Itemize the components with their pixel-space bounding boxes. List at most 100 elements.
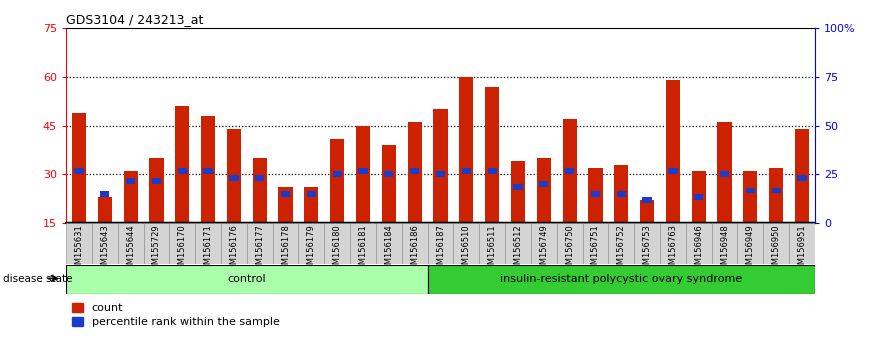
Bar xyxy=(178,168,187,174)
Text: insulin-resistant polycystic ovary syndrome: insulin-resistant polycystic ovary syndr… xyxy=(500,274,743,284)
Bar xyxy=(795,129,809,223)
Bar xyxy=(589,168,603,223)
Bar xyxy=(720,171,729,177)
Bar xyxy=(229,175,239,181)
Bar xyxy=(381,145,396,223)
Bar xyxy=(123,171,137,223)
Bar xyxy=(384,171,394,177)
Bar xyxy=(459,77,473,223)
Text: GSM155631: GSM155631 xyxy=(75,224,84,275)
Bar xyxy=(118,223,144,264)
Bar xyxy=(175,106,189,223)
Bar xyxy=(226,129,241,223)
Bar xyxy=(278,187,292,223)
Bar xyxy=(92,223,118,264)
Bar xyxy=(253,158,267,223)
Bar xyxy=(150,158,164,223)
Bar xyxy=(74,168,84,174)
Bar xyxy=(511,161,525,223)
Bar xyxy=(669,168,677,174)
Bar xyxy=(537,158,551,223)
Bar xyxy=(485,87,500,223)
Bar xyxy=(356,126,370,223)
Bar xyxy=(255,175,264,181)
Bar xyxy=(359,168,367,174)
Text: GSM156750: GSM156750 xyxy=(565,224,574,275)
Bar xyxy=(100,191,109,197)
Text: GSM156951: GSM156951 xyxy=(797,224,806,275)
Text: GSM156511: GSM156511 xyxy=(488,224,497,275)
Bar xyxy=(427,223,454,264)
Bar xyxy=(72,113,86,223)
Text: GSM156512: GSM156512 xyxy=(514,224,522,275)
Text: GSM156510: GSM156510 xyxy=(462,224,470,275)
Bar xyxy=(330,139,344,223)
Bar xyxy=(582,223,609,264)
Bar xyxy=(98,197,112,223)
Text: GSM156749: GSM156749 xyxy=(539,224,548,275)
Text: GSM156950: GSM156950 xyxy=(772,224,781,275)
Text: GSM156171: GSM156171 xyxy=(204,224,212,275)
Text: GSM156753: GSM156753 xyxy=(642,224,652,275)
Text: GSM156763: GSM156763 xyxy=(669,224,677,275)
Bar xyxy=(666,80,680,223)
Text: GDS3104 / 243213_at: GDS3104 / 243213_at xyxy=(66,13,204,26)
Bar xyxy=(634,223,660,264)
Text: GSM156181: GSM156181 xyxy=(359,224,367,275)
Text: GSM155729: GSM155729 xyxy=(152,224,161,275)
Text: GSM156949: GSM156949 xyxy=(746,224,755,275)
Bar xyxy=(642,198,652,203)
Text: GSM156178: GSM156178 xyxy=(281,224,290,275)
Bar xyxy=(763,223,789,264)
Bar xyxy=(204,168,212,174)
Text: GSM155644: GSM155644 xyxy=(126,224,135,275)
Text: disease state: disease state xyxy=(3,274,72,284)
Text: GSM156948: GSM156948 xyxy=(720,224,729,275)
Bar xyxy=(152,178,161,184)
Text: GSM155643: GSM155643 xyxy=(100,224,109,275)
Bar xyxy=(505,223,531,264)
Bar xyxy=(789,223,815,264)
Text: GSM156946: GSM156946 xyxy=(694,224,703,275)
Text: control: control xyxy=(227,274,266,284)
Legend: count, percentile rank within the sample: count, percentile rank within the sample xyxy=(71,303,279,327)
Bar xyxy=(196,223,221,264)
Bar xyxy=(692,171,706,223)
Bar xyxy=(694,194,703,200)
Bar xyxy=(591,191,600,197)
Bar xyxy=(487,168,497,174)
Bar xyxy=(307,191,316,197)
Bar xyxy=(333,171,342,177)
Bar xyxy=(410,168,419,174)
Bar xyxy=(772,188,781,194)
Text: GSM156751: GSM156751 xyxy=(591,224,600,275)
Bar xyxy=(247,223,272,264)
Bar xyxy=(408,122,422,223)
Bar xyxy=(479,223,505,264)
Bar xyxy=(462,168,471,174)
Bar xyxy=(769,168,783,223)
Bar xyxy=(614,165,628,223)
Text: GSM156170: GSM156170 xyxy=(178,224,187,275)
Bar xyxy=(514,184,522,190)
Bar xyxy=(609,223,634,264)
Bar xyxy=(201,116,215,223)
Bar xyxy=(144,223,169,264)
Bar xyxy=(744,171,758,223)
Bar xyxy=(745,188,755,194)
Bar xyxy=(565,168,574,174)
Text: GSM156184: GSM156184 xyxy=(384,224,393,275)
Text: GSM156187: GSM156187 xyxy=(436,224,445,275)
Text: GSM156186: GSM156186 xyxy=(411,224,419,275)
Text: GSM156752: GSM156752 xyxy=(617,224,626,275)
Bar xyxy=(660,223,685,264)
Bar xyxy=(66,265,427,294)
Bar xyxy=(221,223,247,264)
Bar xyxy=(640,200,655,223)
Bar xyxy=(376,223,402,264)
Bar xyxy=(557,223,582,264)
Text: GSM156179: GSM156179 xyxy=(307,224,316,275)
Bar xyxy=(272,223,299,264)
Bar xyxy=(427,265,815,294)
Bar xyxy=(562,119,577,223)
